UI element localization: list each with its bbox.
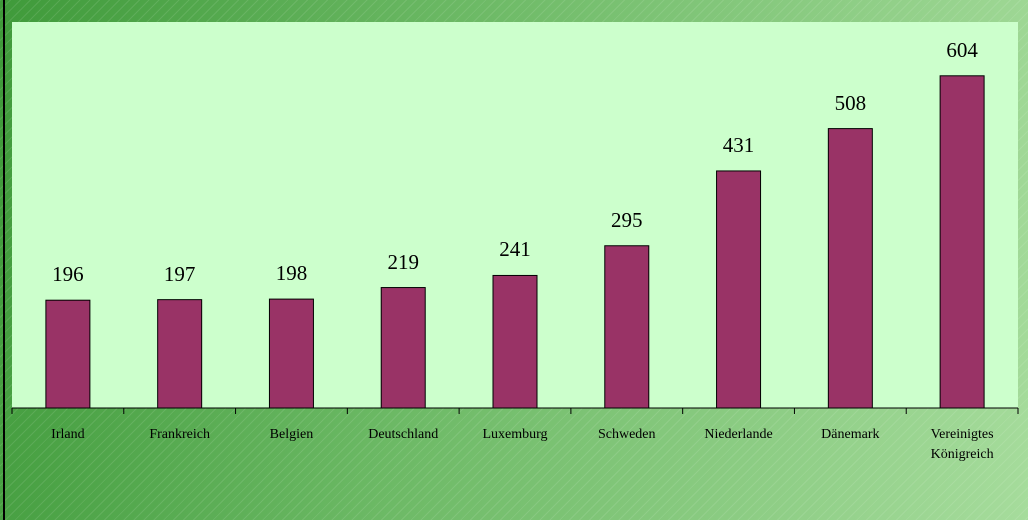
x-tick-label: Luxemburg (482, 427, 548, 442)
value-label: 604 (946, 37, 978, 62)
bar (268, 298, 314, 409)
bar (716, 170, 762, 409)
x-tick-label: Deutschland (368, 427, 439, 442)
value-label: 219 (387, 249, 419, 274)
bar (939, 75, 985, 409)
x-tick-label: Dänemark (821, 427, 880, 442)
value-label: 508 (834, 90, 867, 115)
bar (827, 128, 873, 409)
value-label: 295 (611, 207, 643, 232)
value-label: 196 (52, 262, 84, 287)
bar (157, 299, 203, 409)
x-tick-label: Frankreich (149, 427, 210, 442)
bar (604, 245, 650, 409)
value-label: 241 (499, 237, 531, 262)
x-tick-label: Belgien (269, 427, 314, 442)
x-tick-label: Vereinigtes Königreich (930, 427, 994, 462)
bar (492, 274, 538, 409)
x-tick-label: Schweden (597, 427, 656, 442)
value-label: 431 (722, 132, 755, 157)
bar (380, 287, 426, 409)
value-label: 198 (275, 261, 308, 286)
x-tick-label: Irland (51, 427, 85, 442)
value-label: 197 (163, 261, 196, 286)
bar (45, 299, 91, 409)
x-tick-label: Niederlande (704, 427, 773, 442)
